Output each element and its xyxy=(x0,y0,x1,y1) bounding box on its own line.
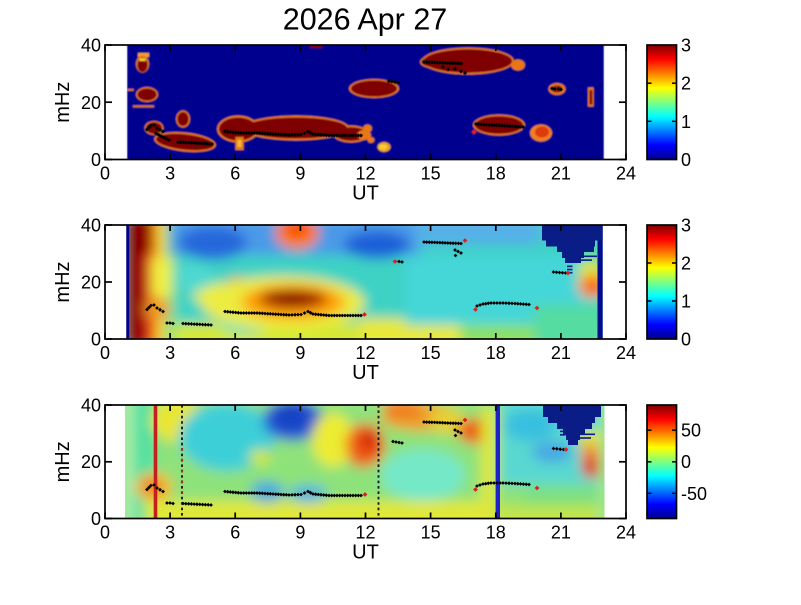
svg-text:18: 18 xyxy=(486,343,506,363)
svg-text:3: 3 xyxy=(165,343,175,363)
svg-text:0: 0 xyxy=(100,523,110,543)
svg-text:0: 0 xyxy=(100,343,110,363)
svg-text:0: 0 xyxy=(681,150,691,170)
svg-text:21: 21 xyxy=(551,164,571,184)
svg-text:24: 24 xyxy=(616,343,636,363)
svg-text:mHz: mHz xyxy=(52,261,74,302)
svg-text:15: 15 xyxy=(421,523,441,543)
svg-text:21: 21 xyxy=(551,343,571,363)
svg-text:12: 12 xyxy=(355,164,375,184)
svg-text:21: 21 xyxy=(551,523,571,543)
svg-text:mHz: mHz xyxy=(52,82,74,123)
svg-text:6: 6 xyxy=(230,343,240,363)
svg-text:-50: -50 xyxy=(681,484,707,504)
svg-text:6: 6 xyxy=(230,523,240,543)
svg-text:12: 12 xyxy=(355,523,375,543)
svg-text:40: 40 xyxy=(81,216,101,236)
svg-text:40: 40 xyxy=(81,396,101,416)
svg-text:UT: UT xyxy=(352,183,379,205)
svg-text:20: 20 xyxy=(81,273,101,293)
svg-text:20: 20 xyxy=(81,452,101,472)
svg-text:2026 Apr 27: 2026 Apr 27 xyxy=(283,3,448,37)
svg-text:6: 6 xyxy=(230,164,240,184)
svg-text:18: 18 xyxy=(486,523,506,543)
svg-text:3: 3 xyxy=(681,216,691,236)
svg-text:9: 9 xyxy=(295,343,305,363)
svg-text:1: 1 xyxy=(681,292,691,312)
svg-text:20: 20 xyxy=(81,93,101,113)
svg-text:mHz: mHz xyxy=(52,441,74,482)
svg-text:1: 1 xyxy=(681,112,691,132)
svg-text:0: 0 xyxy=(91,150,101,170)
svg-text:0: 0 xyxy=(91,330,101,350)
svg-text:UT: UT xyxy=(352,542,379,564)
svg-text:24: 24 xyxy=(616,523,636,543)
svg-text:0: 0 xyxy=(681,330,691,350)
svg-text:UT: UT xyxy=(352,362,379,384)
svg-text:50: 50 xyxy=(681,421,701,441)
svg-text:0: 0 xyxy=(100,164,110,184)
svg-text:12: 12 xyxy=(355,343,375,363)
svg-text:15: 15 xyxy=(421,343,441,363)
svg-text:3: 3 xyxy=(681,36,691,56)
svg-text:3: 3 xyxy=(165,523,175,543)
svg-text:3: 3 xyxy=(165,164,175,184)
svg-text:24: 24 xyxy=(616,164,636,184)
svg-text:18: 18 xyxy=(486,164,506,184)
svg-text:2: 2 xyxy=(681,74,691,94)
svg-text:15: 15 xyxy=(421,164,441,184)
svg-text:40: 40 xyxy=(81,36,101,56)
svg-text:0: 0 xyxy=(91,509,101,529)
svg-text:0: 0 xyxy=(681,452,691,472)
svg-text:9: 9 xyxy=(295,523,305,543)
svg-text:9: 9 xyxy=(295,164,305,184)
svg-text:2: 2 xyxy=(681,254,691,274)
